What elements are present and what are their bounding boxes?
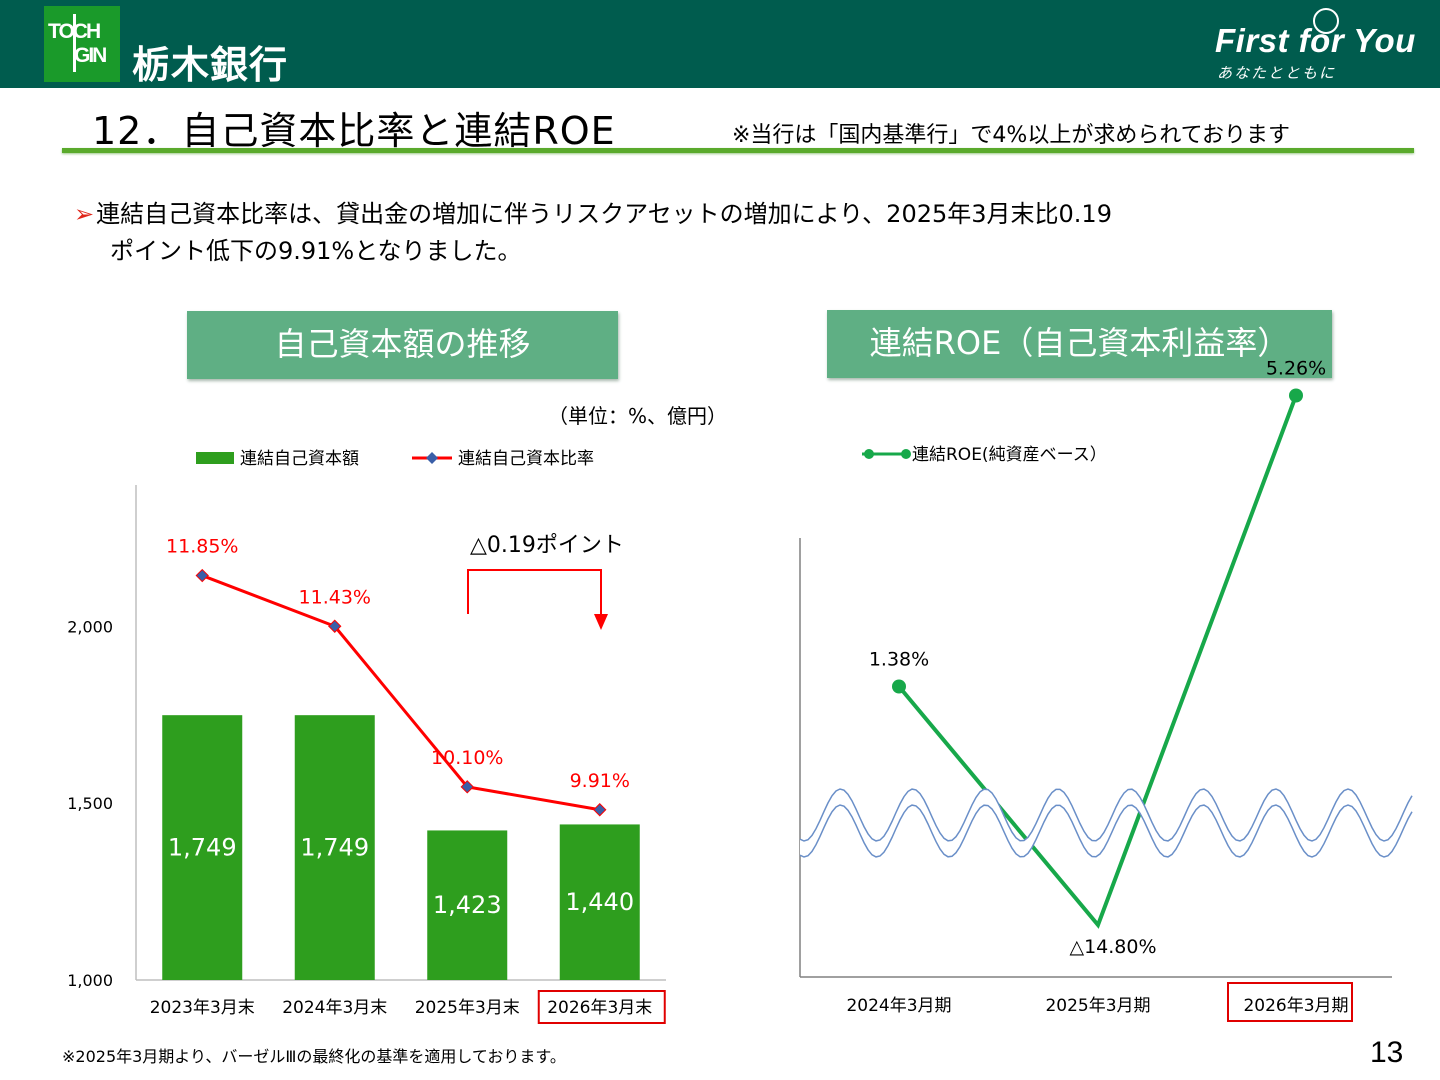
page-number: 13 — [1370, 1036, 1404, 1069]
roe-point — [1289, 388, 1303, 403]
roe-category-label: 2025年3月期 — [1045, 996, 1150, 1016]
logo-divider — [73, 14, 76, 72]
arrow-bullet-icon: ➢ — [74, 200, 95, 228]
bar-value-label: 1,423 — [433, 891, 502, 919]
roe-legend-dot-2 — [901, 449, 911, 459]
capital-bar — [427, 830, 508, 980]
logo-text-bottom: GIN — [74, 44, 107, 67]
summary-bullet: ➢連結自己資本比率は、貸出金の増加に伴うリスクアセットの増加により、2025年3… — [74, 196, 1374, 270]
highlight-box — [537, 990, 666, 1024]
ratio-label: 9.91% — [570, 770, 630, 792]
x-category-label: 2023年3月末 — [150, 998, 255, 1018]
header-bar: TOCH GIN 栃木銀行 First for You あなたとともに — [0, 0, 1440, 88]
x-category-label: 2024年3月末 — [282, 998, 387, 1018]
annotation-arrow-icon — [594, 614, 608, 630]
title-note: ※当行は「国内基準行」で4%以上が求められております — [732, 123, 1291, 148]
y-tick-label: 1,500 — [67, 794, 113, 813]
bar-value-label: 1,749 — [300, 834, 369, 862]
ratio-point — [195, 568, 209, 583]
legend-diamond-icon — [426, 452, 438, 464]
summary-line-2: ポイント低下の9.91%となりました。 — [110, 237, 522, 265]
ratio-point — [460, 780, 474, 794]
x-category-label: 2025年3月末 — [415, 998, 520, 1018]
x-category-label: 2026年3月末 — [547, 998, 652, 1018]
roe-category-label: 2024年3月期 — [846, 996, 951, 1016]
capital-panel-title: 自己資本額の推移 — [187, 311, 618, 379]
roe-category-label: 2026年3月期 — [1243, 996, 1348, 1016]
summary-line-1: 連結自己資本比率は、貸出金の増加に伴うリスクアセットの増加により、2025年3月… — [96, 200, 1112, 228]
ratio-line — [201, 574, 601, 812]
roe-label: 1.38% — [869, 649, 929, 671]
axis-break-wave-upper — [799, 788, 1413, 842]
roe-panel-title: 連結ROE（自己資本利益率） — [827, 310, 1332, 378]
bank-name: 栃木銀行 — [132, 43, 289, 87]
capital-bar — [559, 824, 640, 980]
legend-line-label: 連結自己資本比率 — [458, 449, 594, 469]
axis-break-wave-lower — [799, 804, 1413, 858]
legend-bar-swatch — [196, 452, 234, 464]
annotation-bracket — [467, 569, 602, 620]
ratio-label: 10.10% — [431, 747, 503, 769]
legend-bar-label: 連結自己資本額 — [240, 449, 359, 469]
unit-note: （単位：%、億円） — [548, 404, 728, 428]
roe-label: 5.26% — [1266, 358, 1326, 380]
ratio-label: 11.85% — [166, 536, 238, 558]
ratio-point — [328, 619, 342, 633]
roe-line — [897, 394, 1298, 929]
bar-value-label: 1,440 — [565, 888, 634, 916]
y-tick-label: 2,000 — [67, 617, 113, 636]
y-tick-label: 1,000 — [67, 971, 113, 990]
ratio-label: 11.43% — [299, 586, 371, 608]
roe-legend-dot — [864, 449, 874, 459]
slogan: First for You — [1215, 22, 1416, 59]
capital-bar — [294, 715, 375, 980]
roe-point — [892, 679, 906, 694]
slogan-subtitle: あなたとともに — [1217, 64, 1337, 82]
footnote: ※2025年3月期より、バーゼルⅢの最終化の基準を適用しております。 — [62, 1047, 566, 1066]
roe-highlight-box — [1227, 982, 1353, 1022]
bank-logo: TOCH GIN — [44, 6, 120, 82]
bar-value-label: 1,749 — [168, 834, 237, 862]
title-underline — [62, 148, 1414, 153]
smile-icon — [1313, 8, 1339, 34]
page-title: 12．自己資本比率と連結ROE — [92, 109, 616, 153]
capital-bar — [162, 715, 243, 980]
ratio-point — [593, 803, 607, 817]
annotation-label: △0.19ポイント — [470, 533, 624, 558]
roe-label: △14.80% — [1069, 936, 1156, 958]
roe-legend-label: 連結ROE(純資産ベース） — [912, 445, 1107, 465]
